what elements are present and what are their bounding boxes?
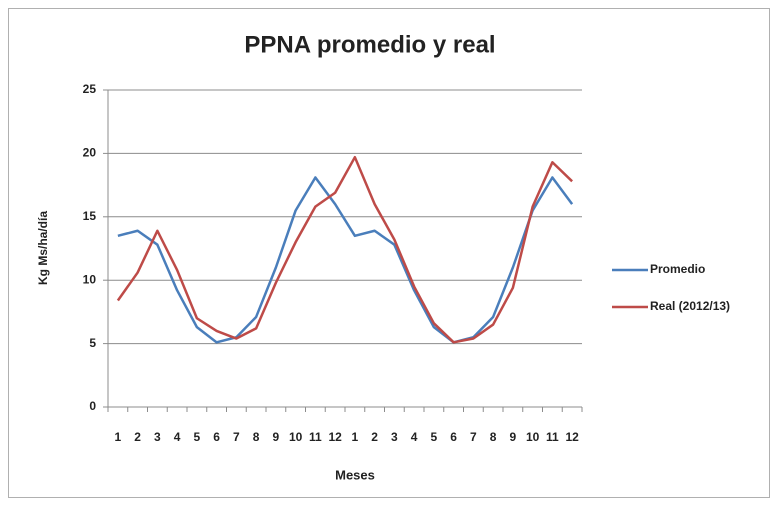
x-tick-label: 2: [134, 430, 141, 444]
x-tick-label: 1: [352, 430, 359, 444]
x-tick-label: 7: [470, 430, 477, 444]
legend-label: Promedio: [650, 262, 705, 276]
x-tick-label: 7: [233, 430, 240, 444]
x-axis-label: Meses: [335, 467, 375, 482]
series-line: [117, 176, 574, 344]
x-tick-label: 4: [411, 430, 418, 444]
chart-frame: [8, 8, 770, 498]
y-tick-label: 25: [83, 82, 97, 96]
y-tick-label: 5: [89, 336, 96, 350]
legend-label: Real (2012/13): [650, 299, 730, 313]
x-tick-label: 5: [431, 430, 438, 444]
y-axis-label: Kg Ms/ha/día: [36, 211, 50, 285]
y-tick-label: 10: [83, 272, 97, 286]
x-tick-label: 12: [565, 430, 579, 444]
x-tick-label: 3: [154, 430, 161, 444]
x-tick-label: 11: [546, 430, 559, 444]
y-tick-label: 0: [89, 399, 96, 413]
x-tick-label: 12: [328, 430, 342, 444]
y-tick-label: 20: [83, 146, 97, 160]
x-tick-label: 6: [213, 430, 220, 444]
x-tick-label: 8: [253, 430, 260, 444]
x-tick-label: 5: [194, 430, 201, 444]
chart-title: PPNA promedio y real: [244, 31, 495, 58]
series-line: [116, 155, 573, 344]
x-tick-label: 8: [490, 430, 497, 444]
x-tick-label: 1: [115, 430, 122, 444]
x-tick-label: 6: [450, 430, 457, 444]
x-tick-label: 9: [273, 430, 280, 444]
y-tick-label: 15: [83, 209, 97, 223]
x-tick-label: 9: [510, 430, 517, 444]
x-tick-label: 11: [309, 430, 322, 444]
x-tick-label: 10: [526, 430, 540, 444]
x-tick-label: 2: [371, 430, 378, 444]
x-tick-label: 10: [289, 430, 303, 444]
x-tick-label: 4: [174, 430, 181, 444]
x-tick-label: 3: [391, 430, 398, 444]
